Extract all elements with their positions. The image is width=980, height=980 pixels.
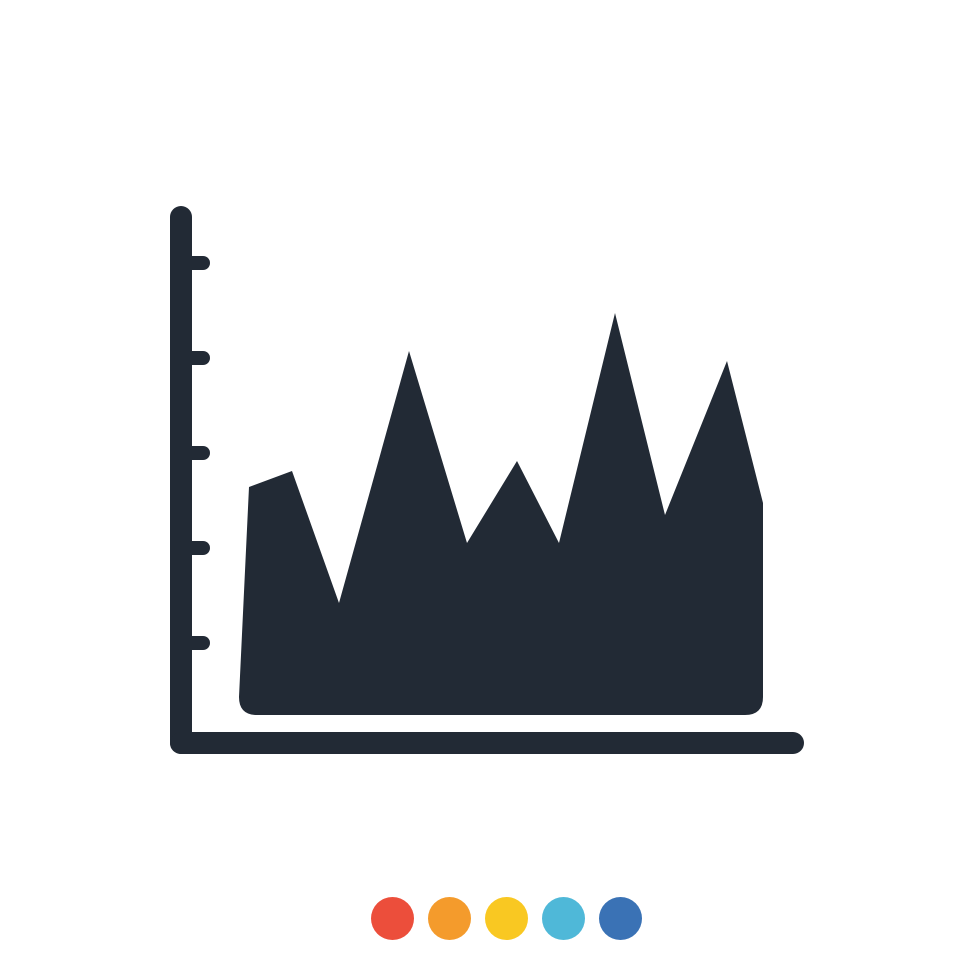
color-swatch-1 [371,897,414,940]
area-chart-icon [167,203,807,763]
canvas [0,0,980,980]
area-chart-svg [167,203,807,763]
color-swatch-row [371,897,642,940]
color-swatch-3 [485,897,528,940]
chart-area-fill [239,313,763,715]
color-swatch-2 [428,897,471,940]
color-swatch-5 [599,897,642,940]
color-swatch-4 [542,897,585,940]
